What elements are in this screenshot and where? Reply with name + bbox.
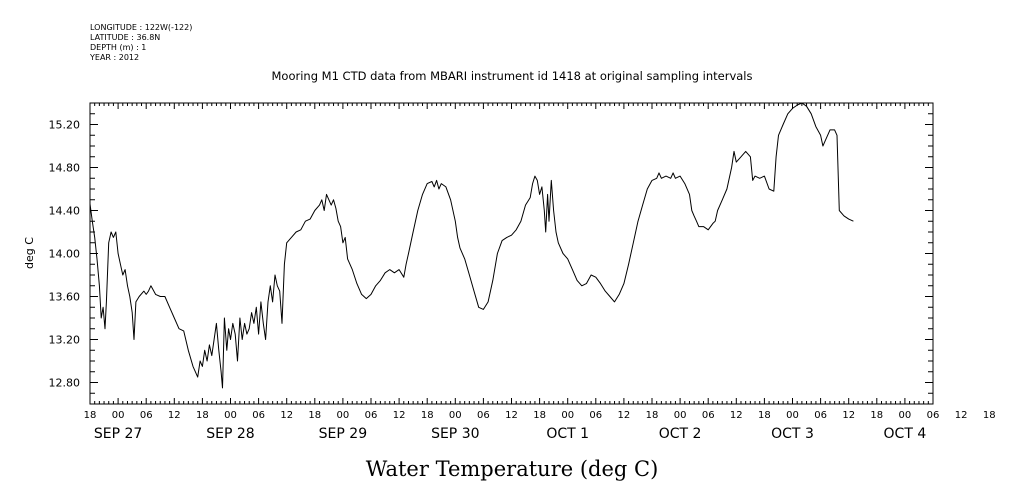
x-tick-label: 12 [842, 410, 855, 421]
latitude-label: LATITUDE : 36.8N [90, 33, 160, 42]
y-tick-label: 14.00 [49, 248, 81, 261]
x-tick-label: 06 [702, 410, 715, 421]
x-tick-label: 00 [224, 410, 237, 421]
x-tick-label: 06 [589, 410, 602, 421]
depth-label: DEPTH (m) : 1 [90, 43, 146, 52]
y-tick-label: 13.60 [49, 291, 81, 304]
x-tick-label: 18 [533, 410, 546, 421]
x-tick-label: 18 [421, 410, 434, 421]
y-tick-label: 15.20 [49, 119, 81, 132]
x-tick-label: 00 [337, 410, 350, 421]
x-day-label: OCT 3 [771, 426, 814, 442]
x-tick-label: 12 [618, 410, 631, 421]
x-tick-label: 18 [646, 410, 659, 421]
x-tick-label: 06 [252, 410, 265, 421]
x-tick-label: 12 [393, 410, 406, 421]
x-tick-label: 18 [758, 410, 771, 421]
x-tick-label: 12 [280, 410, 293, 421]
x-day-label: SEP 27 [94, 426, 142, 442]
x-tick-label: 12 [955, 410, 968, 421]
y-tick-label: 12.80 [49, 377, 81, 390]
year-label: YEAR : 2012 [89, 53, 139, 62]
y-tick-label: 13.20 [49, 334, 81, 347]
x-tick-label: 12 [505, 410, 518, 421]
x-tick-label: 12 [730, 410, 743, 421]
x-tick-labels: 18 00 06 12 18 00 06 12 18 00 06 12 18 00 06 12 18 00 06 12… [84, 410, 996, 421]
x-tick-label: 18 [983, 410, 996, 421]
x-tick-label: 06 [814, 410, 827, 421]
x-tick-label: 18 [308, 410, 321, 421]
x-day-label: SEP 29 [319, 426, 367, 442]
x-day-label: SEP 30 [431, 426, 479, 442]
x-tick-label: 06 [365, 410, 378, 421]
x-tick-label: 00 [112, 410, 125, 421]
x-tick-label: 12 [168, 410, 181, 421]
x-day-label: OCT 1 [546, 426, 589, 442]
x-tick-label: 18 [84, 410, 97, 421]
x-tick-label: 00 [449, 410, 462, 421]
y-tick-label: 14.80 [49, 162, 81, 175]
x-tick-label: 06 [477, 410, 490, 421]
x-tick-label: 00 [786, 410, 799, 421]
x-tick-label: 00 [899, 410, 912, 421]
x-tick-label: 18 [870, 410, 883, 421]
x-day-label: SEP 28 [206, 426, 254, 442]
y-axis-label: deg C [23, 237, 36, 269]
x-axis-label: Water Temperature (deg C) [366, 457, 659, 481]
chart-title: Mooring M1 CTD data from MBARI instrumen… [272, 69, 753, 83]
x-tick-label: 06 [140, 410, 153, 421]
plot-frame [89, 102, 934, 405]
x-tick-label: 06 [927, 410, 940, 421]
x-tick-label: 18 [196, 410, 209, 421]
longitude-label: LONGITUDE : 122W(-122) [90, 23, 192, 32]
y-tick-labels: 12.80 13.20 13.60 14.00 14.40 14.80 15.20 [49, 119, 81, 390]
x-day-label: OCT 2 [659, 426, 702, 442]
x-day-label: OCT 4 [884, 426, 927, 442]
axis-ticks [89, 102, 934, 405]
y-tick-label: 14.40 [49, 205, 81, 218]
water-temperature-line [89, 102, 854, 389]
x-tick-label: 00 [561, 410, 574, 421]
x-tick-label: 00 [674, 410, 687, 421]
x-day-labels: SEP 27 SEP 28 SEP 29 SEP 30 OCT 1 OCT 2 OCT 3 O… [94, 426, 926, 442]
